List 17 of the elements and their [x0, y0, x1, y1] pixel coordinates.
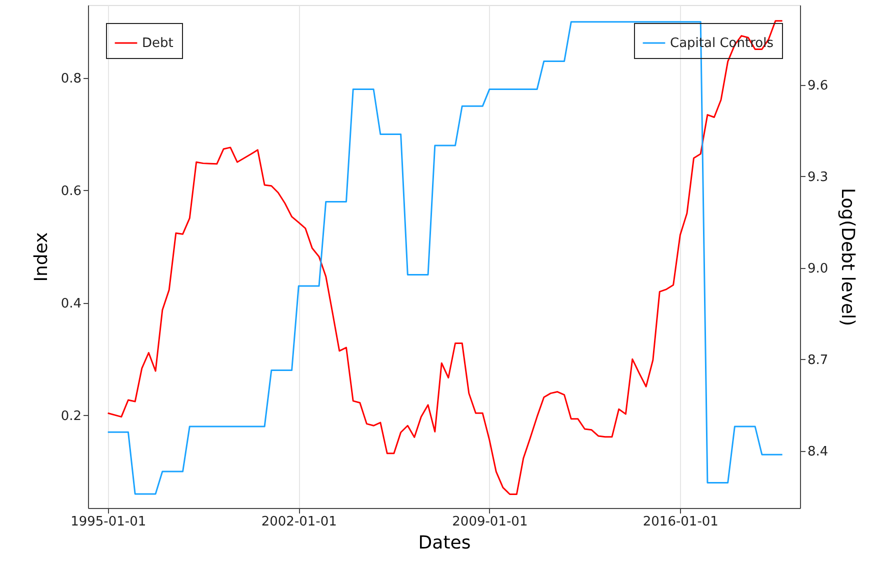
y2-tick-label: 9.0 [808, 261, 828, 276]
y-tick-label: 0.2 [60, 408, 82, 424]
y-tick-label: 0.6 [60, 184, 82, 199]
y2-tick-label: 8.7 [808, 352, 828, 368]
y-axis-title: Index [30, 232, 52, 282]
x-tick-label: 1995-01-01 [70, 514, 146, 530]
y-tick-label: 0.8 [60, 72, 82, 87]
y2-tick-label: 9.6 [808, 78, 828, 94]
y2-tick-label: 8.4 [808, 444, 828, 460]
y2-tick-label: 9.3 [808, 170, 828, 185]
y2-axis-title: Log(Debt level) [837, 188, 858, 326]
x-axis-title: Dates [418, 532, 471, 554]
legend-label: Debt [142, 36, 174, 51]
x-tick-label: 2009-01-01 [452, 514, 528, 530]
y-tick-label: 0.4 [60, 296, 82, 312]
x-tick-label: 2016-01-01 [642, 514, 718, 530]
x-tick-label: 2002-01-01 [261, 514, 337, 530]
